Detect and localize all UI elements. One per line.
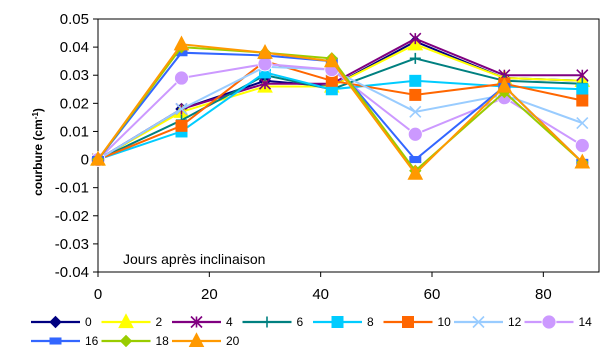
series-20 bbox=[90, 35, 591, 180]
data-point-14 bbox=[257, 56, 273, 72]
y-tick-label: -0.02 bbox=[55, 208, 89, 225]
y-tick-label: -0.04 bbox=[55, 264, 89, 281]
y-tick-label: -0.01 bbox=[55, 180, 89, 197]
legend-item-16: 16 bbox=[31, 334, 99, 347]
y-axis-label: courbure (cm-1) bbox=[31, 108, 46, 196]
legend-marker bbox=[472, 315, 485, 329]
legend-marker bbox=[118, 313, 134, 329]
data-point-10 bbox=[576, 94, 589, 107]
legend-item-8: 8 bbox=[313, 315, 374, 329]
legend-marker bbox=[119, 334, 133, 347]
legend-label: 20 bbox=[226, 334, 240, 347]
legend-item-12: 12 bbox=[454, 315, 522, 329]
data-point-20 bbox=[90, 150, 106, 166]
y-tick-label: 0.01 bbox=[60, 123, 89, 140]
legend-label: 16 bbox=[85, 334, 99, 347]
data-point-14 bbox=[174, 70, 189, 86]
y-axis-ticks: -0.04 -0.03 -0.02 -0.01 0 0.01 0.02 0.03 0.04 0.0… bbox=[55, 11, 98, 281]
data-point-12 bbox=[409, 105, 422, 118]
legend-marker bbox=[331, 316, 344, 328]
data-point-20 bbox=[496, 77, 513, 93]
legend-item-20: 20 bbox=[172, 332, 240, 347]
legend-item-2: 2 bbox=[101, 313, 163, 329]
legend-item-18: 18 bbox=[101, 334, 170, 347]
legend-label: 14 bbox=[579, 315, 593, 329]
y-tick-label: 0.02 bbox=[60, 95, 89, 112]
legend-marker bbox=[49, 315, 62, 329]
legend-label: 4 bbox=[226, 315, 233, 329]
y-tick-label: 0.04 bbox=[60, 39, 89, 56]
data-point-10 bbox=[175, 119, 188, 132]
data-point-12 bbox=[576, 116, 589, 130]
legend: 0 2 4 6 8 10 12 14 16 18 20 bbox=[31, 313, 593, 347]
legend-label: 8 bbox=[367, 315, 374, 329]
x-axis-annotation: Jours après inclinaison bbox=[123, 251, 265, 267]
legend-label: 10 bbox=[438, 315, 452, 329]
x-tick-label: 0 bbox=[94, 286, 102, 303]
legend-item-0: 0 bbox=[31, 315, 92, 329]
y-tick-label: 0.03 bbox=[60, 67, 89, 84]
y-axis-label-superscript: -1 bbox=[31, 112, 40, 120]
plot-area bbox=[97, 18, 600, 273]
data-point-14 bbox=[407, 126, 423, 142]
series-line-20 bbox=[97, 43, 583, 176]
legend-item-4: 4 bbox=[172, 315, 233, 329]
y-tick-label: 0 bbox=[81, 152, 89, 169]
legend-label: 0 bbox=[85, 315, 92, 329]
legend-marker bbox=[541, 314, 557, 330]
data-point-4 bbox=[409, 32, 422, 45]
legend-label: 18 bbox=[156, 334, 170, 347]
data-point-12 bbox=[175, 102, 188, 116]
legend-marker bbox=[261, 316, 273, 328]
plot-frame bbox=[97, 18, 600, 273]
x-tick-label: 80 bbox=[535, 286, 552, 303]
data-point-20 bbox=[257, 43, 273, 59]
data-point-20 bbox=[574, 153, 591, 169]
legend-marker bbox=[190, 315, 203, 329]
data-point-8 bbox=[409, 74, 422, 87]
x-axis-ticks: 0 20 40 60 80 bbox=[94, 272, 552, 303]
y-tick-label: -0.03 bbox=[55, 236, 89, 253]
y-tick-label: 0.05 bbox=[60, 11, 89, 28]
series-layer bbox=[90, 32, 591, 180]
data-point-20 bbox=[407, 164, 424, 180]
y-axis-label-close: ) bbox=[31, 108, 45, 112]
legend-marker bbox=[49, 337, 62, 345]
series-18 bbox=[91, 40, 589, 178]
legend-label: 2 bbox=[156, 315, 163, 329]
legend-item-6: 6 bbox=[242, 315, 304, 329]
legend-marker bbox=[402, 316, 414, 328]
data-point-14 bbox=[574, 138, 590, 153]
y-axis-label-main: courbure (cm bbox=[31, 119, 45, 196]
data-point-8 bbox=[576, 83, 589, 96]
data-point-20 bbox=[173, 35, 190, 51]
x-tick-label: 20 bbox=[201, 286, 218, 303]
legend-label: 6 bbox=[297, 315, 304, 329]
legend-item-10: 10 bbox=[383, 315, 452, 329]
legend-item-14: 14 bbox=[524, 314, 593, 330]
data-point-6 bbox=[409, 52, 421, 64]
data-point-20 bbox=[323, 52, 340, 68]
data-point-16 bbox=[409, 156, 422, 164]
x-tick-label: 60 bbox=[424, 286, 441, 303]
x-tick-label: 40 bbox=[312, 286, 329, 303]
legend-label: 12 bbox=[508, 315, 522, 329]
data-point-10 bbox=[409, 88, 422, 101]
